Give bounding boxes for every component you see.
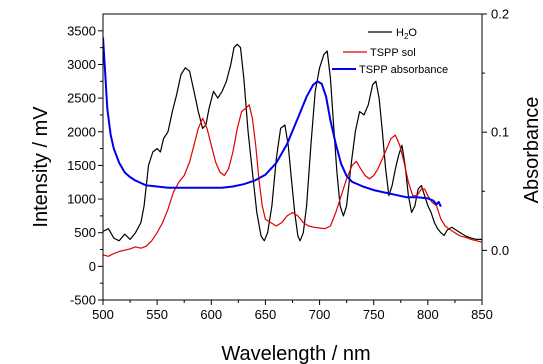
series-line-1	[103, 104, 482, 257]
legend-label-tspp-sol: TSPP sol	[370, 47, 416, 59]
y2-tick-label: 0.2	[491, 7, 509, 22]
x-tick-label: 650	[255, 307, 277, 322]
y-tick-label: 2000	[67, 124, 96, 139]
x-tick-label: 600	[200, 307, 222, 322]
y-tick-label: 3000	[67, 57, 96, 72]
y-tick-label: 1000	[67, 192, 96, 207]
y-tick-label: 0	[89, 259, 96, 274]
x-tick-label: 750	[363, 307, 385, 322]
legend: H2O TSPP sol TSPP absorbance	[332, 27, 448, 76]
series-line-0	[103, 43, 482, 242]
x-tick-label: 850	[471, 307, 493, 322]
y2-axis-title: Absorbance	[521, 97, 543, 204]
y-tick-label: -500	[70, 293, 96, 308]
y2-tick-label: 0.1	[491, 125, 509, 140]
plot-lines	[103, 37, 482, 257]
y-axis-title: Intensity / mV	[30, 106, 52, 228]
y-tick-label: 1500	[67, 158, 96, 173]
x-axis-title: Wavelength / nm	[221, 343, 370, 364]
y2-tick-label: 0.0	[491, 243, 509, 258]
x-tick-label: 550	[146, 307, 168, 322]
y-tick-label: 500	[74, 225, 96, 240]
y-tick-label: 2500	[67, 91, 96, 106]
ticks: 500 550 600 650 700 750 800 850 -500 0 500 1000 1500…	[67, 7, 509, 323]
y-tick-label: 3500	[67, 23, 96, 38]
x-tick-label: 500	[92, 307, 114, 322]
series-line-2	[103, 37, 442, 208]
legend-label-tspp-absorbance: TSPP absorbance	[359, 64, 448, 76]
x-tick-label: 800	[417, 307, 439, 322]
legend-label-h2o: H2O	[396, 27, 417, 41]
x-tick-label: 700	[309, 307, 331, 322]
plot-frame	[102, 13, 483, 301]
